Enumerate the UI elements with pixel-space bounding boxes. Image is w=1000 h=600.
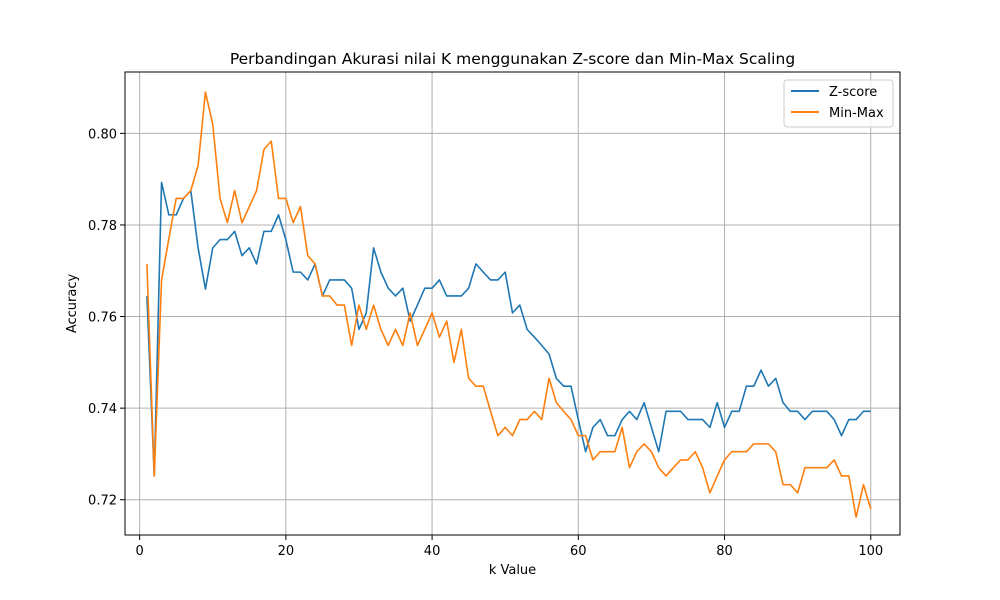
series-lines xyxy=(146,91,872,518)
series-line-min-max xyxy=(146,91,872,518)
y-tick-label: 0.74 xyxy=(88,402,117,417)
x-axis-label: k Value xyxy=(489,563,536,578)
y-tick-label: 0.76 xyxy=(88,311,117,326)
y-tick-label: 0.78 xyxy=(88,219,117,234)
grid xyxy=(125,72,900,535)
plot-frame xyxy=(124,71,901,536)
x-tick-label: 40 xyxy=(424,544,441,559)
legend-label-z-score: Z-score xyxy=(829,85,877,100)
series-line-z-score xyxy=(146,181,871,477)
axis-ticks: 0 20 40 60 80 100 0.72 0.74 0.76 0.78 0.80 xyxy=(88,127,883,559)
legend-label-min-max: Min-Max xyxy=(829,106,884,121)
x-tick-label: 60 xyxy=(570,544,587,559)
y-axis-label: Accuracy xyxy=(65,274,80,334)
x-tick-label: 20 xyxy=(278,544,295,559)
x-tick-label: 0 xyxy=(135,544,143,559)
y-tick-label: 0.80 xyxy=(88,127,117,142)
x-tick-label: 80 xyxy=(716,544,733,559)
y-tick-label: 0.72 xyxy=(88,494,117,509)
legend: Z-score Min-Max xyxy=(783,79,894,128)
chart-title: Perbandingan Akurasi nilai K menggunakan… xyxy=(230,50,795,68)
x-tick-label: 100 xyxy=(858,544,883,559)
